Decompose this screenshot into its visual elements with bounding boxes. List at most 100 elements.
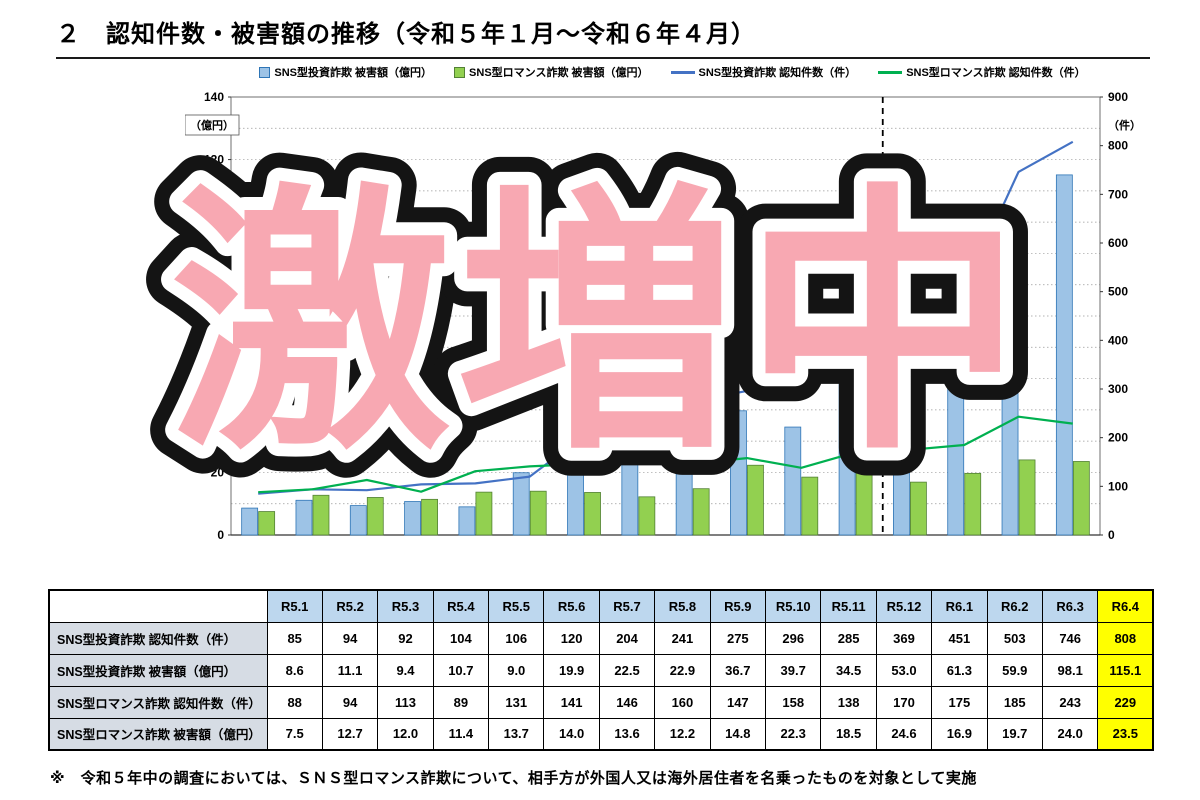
column-header-R5.2: R5.2 [321, 589, 379, 623]
cell: 141 [543, 685, 600, 719]
cell: 94 [321, 685, 379, 719]
bar [675, 419, 693, 536]
cell: 113 [377, 685, 434, 719]
svg-text:（億円）: （億円） [190, 118, 234, 132]
left-axis-tick-label: 60 [211, 340, 225, 354]
right-axis-tick-label: 800 [1108, 139, 1128, 153]
legend-label: SNS型投資詐欺 被害額（億円） [274, 67, 433, 79]
bar [295, 499, 313, 536]
bar [692, 488, 710, 536]
row-label: SNS型投資詐欺 認知件数（件） [48, 621, 268, 655]
corner-cell [48, 589, 268, 623]
cell: 9.0 [488, 653, 545, 687]
bar [475, 491, 493, 536]
cell: 158 [765, 685, 822, 719]
bar [621, 462, 639, 536]
column-header-R5.11: R5.11 [820, 589, 877, 623]
column-header-R5.4: R5.4 [432, 589, 490, 623]
cell: 451 [931, 621, 988, 655]
cell: 36.7 [709, 653, 767, 687]
cell: 106 [488, 621, 545, 655]
bar [964, 472, 982, 536]
cell: 10.7 [432, 653, 490, 687]
cell: 16.9 [931, 717, 988, 751]
column-header-R6.4: R6.4 [1097, 589, 1154, 623]
cell: 808 [1097, 621, 1154, 655]
bar [366, 497, 384, 536]
cell: 131 [488, 685, 545, 719]
cell: 204 [598, 621, 656, 655]
cell: 22.5 [598, 653, 656, 687]
row-label: SNS型投資詐欺 被害額（億円） [48, 653, 268, 687]
cell: 14.8 [709, 717, 767, 751]
bar [910, 481, 927, 536]
cell: 296 [765, 621, 822, 655]
bar [1018, 459, 1036, 536]
plot-border [230, 96, 1101, 536]
legend-label: SNS型ロマンス詐欺 認知件数（件） [906, 67, 1086, 79]
bar [529, 490, 547, 536]
bar [1072, 461, 1090, 536]
table-row-1: SNS型投資詐欺 被害額（億円） 8.6 11.1 9.4 10.7 9.0 19.9 22.… [48, 653, 1154, 687]
bar [312, 494, 330, 536]
table-header-row: R5.1 R5.2 R5.3 R5.4 R5.5 R5.6 R5.7 R5.8 R5.9 R5.1… [48, 589, 1154, 623]
cell: 120 [543, 621, 600, 655]
bar [567, 464, 584, 536]
cell: 229 [1097, 685, 1154, 719]
right-axis-unit: （件） [1108, 118, 1141, 132]
cell: 19.7 [986, 717, 1043, 751]
left-axis-tick-label: 140 [204, 90, 224, 104]
cell: 24.0 [1041, 717, 1099, 751]
column-header-R5.6: R5.6 [543, 589, 600, 623]
cell: 53.0 [875, 653, 933, 687]
left-axis-tick-label: 20 [211, 465, 225, 479]
legend-label: SNS型投資詐欺 認知件数（件） [698, 67, 857, 79]
cell: 19.9 [543, 653, 600, 687]
column-header-R5.12: R5.12 [875, 589, 933, 623]
cell: 59.9 [986, 653, 1043, 687]
bar [1001, 227, 1019, 536]
cell: 22.3 [765, 717, 822, 751]
legend-item-0: SNS型投資詐欺 被害額（億円） [259, 64, 432, 80]
left-axis-tick-label: 40 [211, 403, 225, 417]
bar-swatch-icon [259, 66, 271, 78]
cell: 175 [931, 685, 988, 719]
cell: 12.2 [654, 717, 711, 751]
bar [458, 506, 476, 536]
bar [947, 347, 965, 536]
chart-legend: SNS型投資詐欺 被害額（億円） SNS型ロマンス詐欺 被害額（億円） SNS型投資… [185, 61, 1160, 83]
table-row-0: SNS型投資詐欺 認知件数（件） 85 94 92 104 106 120 204 241 275… [48, 621, 1154, 655]
chart-section: SNS型投資詐欺 被害額（億円） SNS型ロマンス詐欺 被害額（億円） SNS型投資… [0, 61, 1200, 573]
cell: 13.7 [488, 717, 545, 751]
bar [784, 426, 802, 536]
cell: 275 [709, 621, 767, 655]
left-axis-tick-label: 120 [204, 153, 224, 167]
column-header-R5.9: R5.9 [709, 589, 767, 623]
column-header-R6.1: R6.1 [931, 589, 988, 623]
bar [584, 492, 601, 536]
cell: 503 [986, 621, 1043, 655]
cell: 12.0 [377, 717, 434, 751]
left-axis-tick-label: 0 [217, 528, 224, 542]
bar [512, 472, 530, 536]
right-axis-tick-label: 200 [1108, 431, 1128, 445]
bar [893, 342, 910, 536]
footnote: ※ 令和５年中の調査においては、ＳＮＳ型ロマンス詐欺について、相手方が外国人又は… [50, 770, 977, 787]
bar [855, 457, 873, 536]
cell: 85 [266, 621, 323, 655]
cell: 89 [432, 685, 490, 719]
right-axis-tick-label: 700 [1108, 187, 1128, 201]
bar [730, 410, 747, 536]
data-table: R5.1 R5.2 R5.3 R5.4 R5.5 R5.6 R5.7 R5.8 R5.9 R5.1… [48, 589, 1155, 751]
legend-label: SNS型ロマンス詐欺 被害額（億円） [469, 67, 649, 79]
line-swatch-icon [670, 70, 695, 74]
row-label: SNS型ロマンス詐欺 認知件数（件） [48, 685, 268, 719]
cell: 285 [820, 621, 877, 655]
column-header-R5.10: R5.10 [765, 589, 822, 623]
bar [747, 464, 764, 536]
cell: 24.6 [875, 717, 933, 751]
right-axis-tick-label: 900 [1108, 90, 1128, 104]
bar [421, 498, 438, 536]
cell: 98.1 [1041, 653, 1099, 687]
cell: 243 [1041, 685, 1099, 719]
